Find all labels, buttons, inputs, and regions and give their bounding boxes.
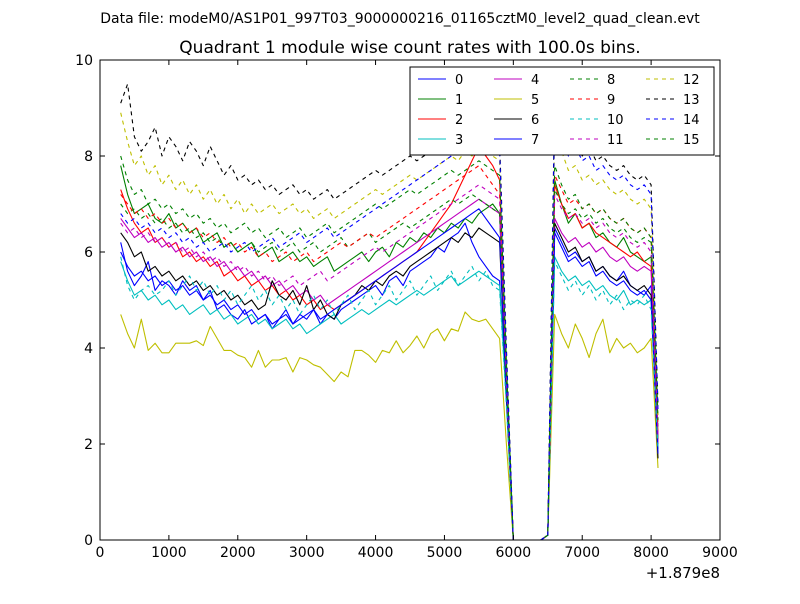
x-tick-label: 9000 <box>702 545 738 561</box>
x-axis: 0 1000 2000 3000 4000 5000 6000 7000 8000 9000 <box>96 60 738 561</box>
legend-label-0: 0 <box>455 73 463 88</box>
legend-label-9: 9 <box>607 93 615 108</box>
legend-label-7: 7 <box>531 133 539 148</box>
x-tick-label: 5000 <box>427 545 463 561</box>
y-tick-label: 8 <box>84 149 93 165</box>
legend-label-13: 13 <box>683 93 700 108</box>
legend-label-15: 15 <box>683 133 700 148</box>
y-tick-label: 10 <box>75 53 93 69</box>
series-line-10 <box>120 256 659 541</box>
x-tick-label: 3000 <box>289 545 325 561</box>
chart-title: Quadrant 1 module wise count rates with … <box>179 38 640 58</box>
series-line-14 <box>120 112 659 541</box>
series-line-3 <box>120 256 659 541</box>
legend-label-11: 11 <box>607 133 624 148</box>
legend-label-2: 2 <box>455 113 463 128</box>
series-line-4 <box>120 198 659 541</box>
x-tick-label: 6000 <box>496 545 532 561</box>
plot-frame <box>99 59 721 541</box>
x-tick-label: 2000 <box>220 545 256 561</box>
legend-label-14: 14 <box>683 113 700 128</box>
series-line-0 <box>120 222 659 541</box>
x-tick-label: 4000 <box>358 545 394 561</box>
y-tick-label: 0 <box>84 533 93 549</box>
figure-suptitle: Data file: modeM0/AS1P01_997T03_90000002… <box>100 11 700 27</box>
series-line-5 <box>120 311 659 541</box>
x-tick-label: 7000 <box>564 545 600 561</box>
series-line-12 <box>120 112 659 541</box>
legend-label-6: 6 <box>531 113 539 128</box>
x-tick-label: 0 <box>96 545 105 561</box>
series-line-6 <box>120 222 659 541</box>
x-tick-label: 1000 <box>151 545 187 561</box>
series-line-1 <box>120 165 659 541</box>
legend-label-4: 4 <box>531 73 539 88</box>
legend-label-1: 1 <box>455 93 463 108</box>
y-tick-label: 6 <box>84 245 93 261</box>
legend-label-8: 8 <box>607 73 615 88</box>
y-tick-label: 2 <box>84 437 93 453</box>
legend-box <box>409 66 715 156</box>
y-tick-label: 4 <box>84 341 93 357</box>
x-tick-label: 8000 <box>633 545 669 561</box>
legend-label-10: 10 <box>607 113 624 128</box>
series-line-8 <box>120 189 659 541</box>
legend-label-3: 3 <box>455 133 463 148</box>
series-line-7 <box>120 208 659 541</box>
x-offset-label: +1.879e8 <box>646 564 720 582</box>
legend-label-12: 12 <box>683 73 700 88</box>
series-line-15 <box>120 155 659 541</box>
legend-label-5: 5 <box>531 93 539 108</box>
